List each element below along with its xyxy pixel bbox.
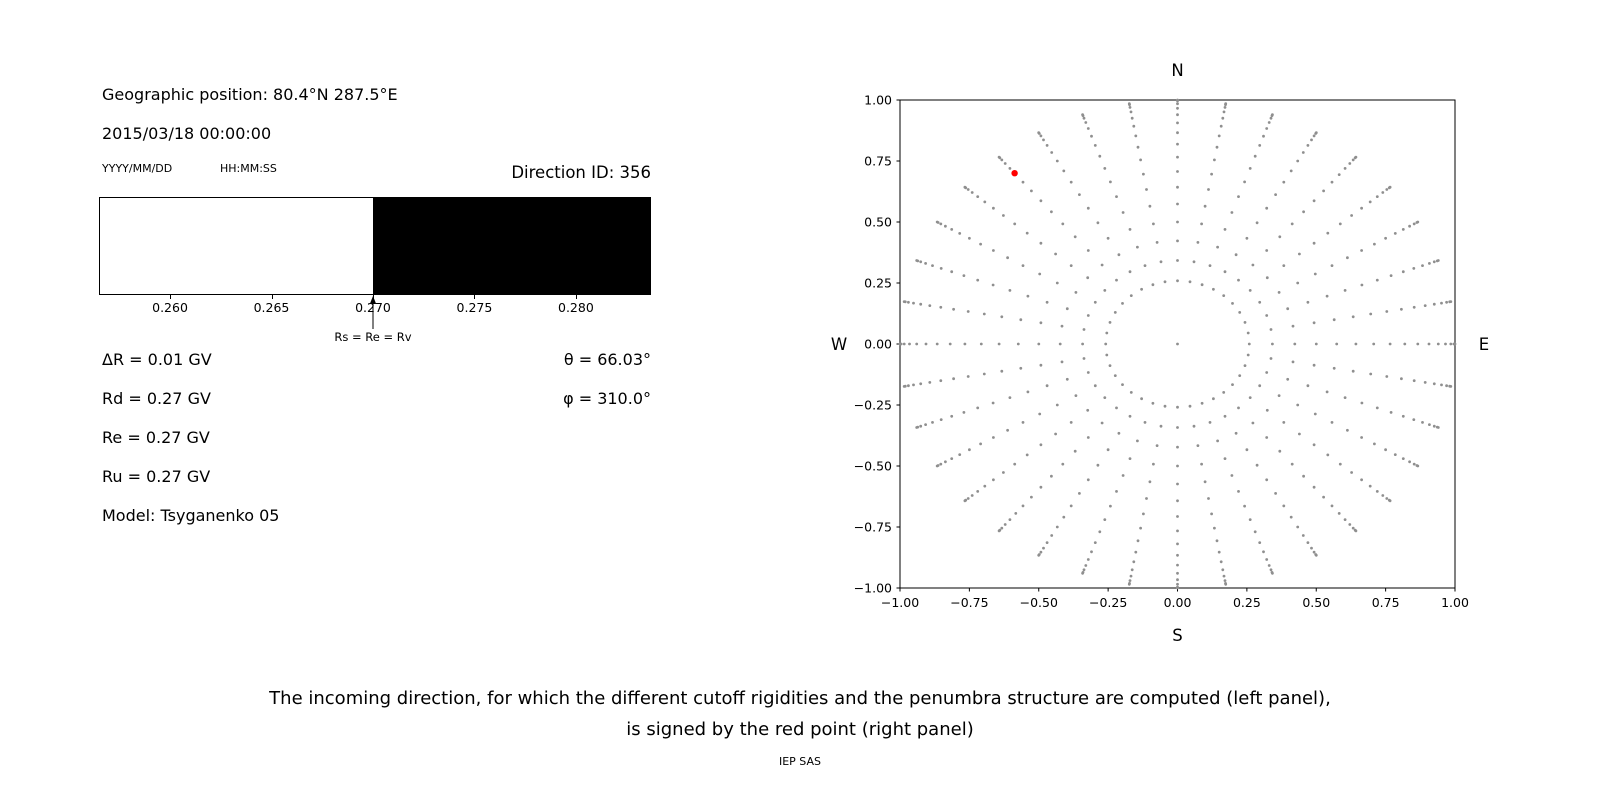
penumbra-tick	[474, 295, 476, 299]
penumbra-tick	[575, 295, 577, 299]
stat-theta: θ = 66.03°	[563, 350, 651, 369]
x-tick-label: 0.00	[1164, 595, 1192, 610]
penumbra-tick	[271, 295, 273, 299]
west-label: W	[831, 335, 847, 354]
up-arrow-icon	[369, 296, 377, 329]
penumbra-tick-label: 0.265	[253, 300, 290, 315]
stats-right: θ = 66.03° φ = 310.0°	[563, 350, 651, 428]
y-tick-label: 1.00	[864, 93, 892, 108]
stat-ru: Ru = 0.27 GV	[102, 467, 211, 486]
stat-model: Model: Tsyganenko 05	[102, 506, 280, 525]
penumbra-tick	[170, 295, 172, 299]
penumbra-annotation-label: Rs = Re = Rv	[334, 330, 412, 344]
time-format-label: HH:MM:SS	[220, 162, 277, 175]
direction-plot: −1.00 −0.75 −0.50 −0.25 0.00 0.25 0.50 0.75 1.00…	[831, 61, 1489, 645]
x-tick-label: −1.00	[881, 595, 919, 610]
stat-phi: φ = 310.0°	[563, 389, 651, 408]
east-label: E	[1479, 335, 1489, 354]
penumbra-tick-label: 0.260	[152, 300, 188, 315]
caption-line-2: is signed by the red point (right panel)	[626, 719, 974, 740]
date-format-label: YYYY/MM/DD	[102, 162, 173, 175]
x-tick-label: −0.50	[1020, 595, 1058, 610]
x-tick-label: 0.75	[1372, 595, 1400, 610]
direction-dots	[898, 98, 1457, 590]
y-tick-label: 0.50	[864, 215, 892, 230]
y-tick-label: 0.75	[864, 154, 892, 169]
penumbra-band	[100, 198, 373, 294]
penumbra-bands	[99, 197, 651, 295]
north-label: N	[1171, 61, 1183, 80]
datetime: 2015/03/18 00:00:00	[102, 124, 272, 143]
x-tick-label: 0.50	[1302, 595, 1330, 610]
red-point	[1011, 170, 1018, 177]
direction-id: Direction ID: 356	[511, 163, 651, 182]
x-tick-label: 0.25	[1233, 595, 1261, 610]
stat-delta-r: ΔR = 0.01 GV	[102, 350, 212, 369]
penumbra-band	[372, 198, 650, 294]
y-tick-label: −0.50	[854, 459, 892, 474]
x-tick-label: −0.25	[1089, 595, 1127, 610]
penumbra-tick-label: 0.275	[456, 300, 493, 315]
penumbra-tick	[372, 295, 374, 299]
penumbra-chart: 0.260 0.265 0.270 0.275 0.280 Rs = Re = Rv	[99, 197, 651, 344]
x-tick-label: −0.75	[950, 595, 988, 610]
penumbra-tick-label: 0.280	[558, 300, 594, 315]
stats-left: ΔR = 0.01 GV Rd = 0.27 GV Re = 0.27 GV R…	[102, 350, 279, 545]
y-tick-label: 0.25	[864, 276, 892, 291]
caption-line-1: The incoming direction, for which the di…	[269, 688, 1331, 709]
y-tick-label: −0.25	[854, 398, 892, 413]
stat-re: Re = 0.27 GV	[102, 428, 210, 447]
y-tick-label: 0.00	[864, 337, 892, 352]
y-tick-label: −0.75	[854, 520, 892, 535]
compass-labels: N S W E	[831, 61, 1489, 645]
south-label: S	[1172, 626, 1182, 645]
stat-rd: Rd = 0.27 GV	[102, 389, 211, 408]
geo-position: Geographic position: 80.4°N 287.5°E	[102, 85, 398, 104]
axis-ticks: −1.00 −0.75 −0.50 −0.25 0.00 0.25 0.50 0.75 1.00…	[854, 93, 1469, 611]
x-tick-label: 1.00	[1441, 595, 1469, 610]
credit: IEP SAS	[778, 755, 822, 768]
y-tick-label: −1.00	[854, 581, 892, 596]
